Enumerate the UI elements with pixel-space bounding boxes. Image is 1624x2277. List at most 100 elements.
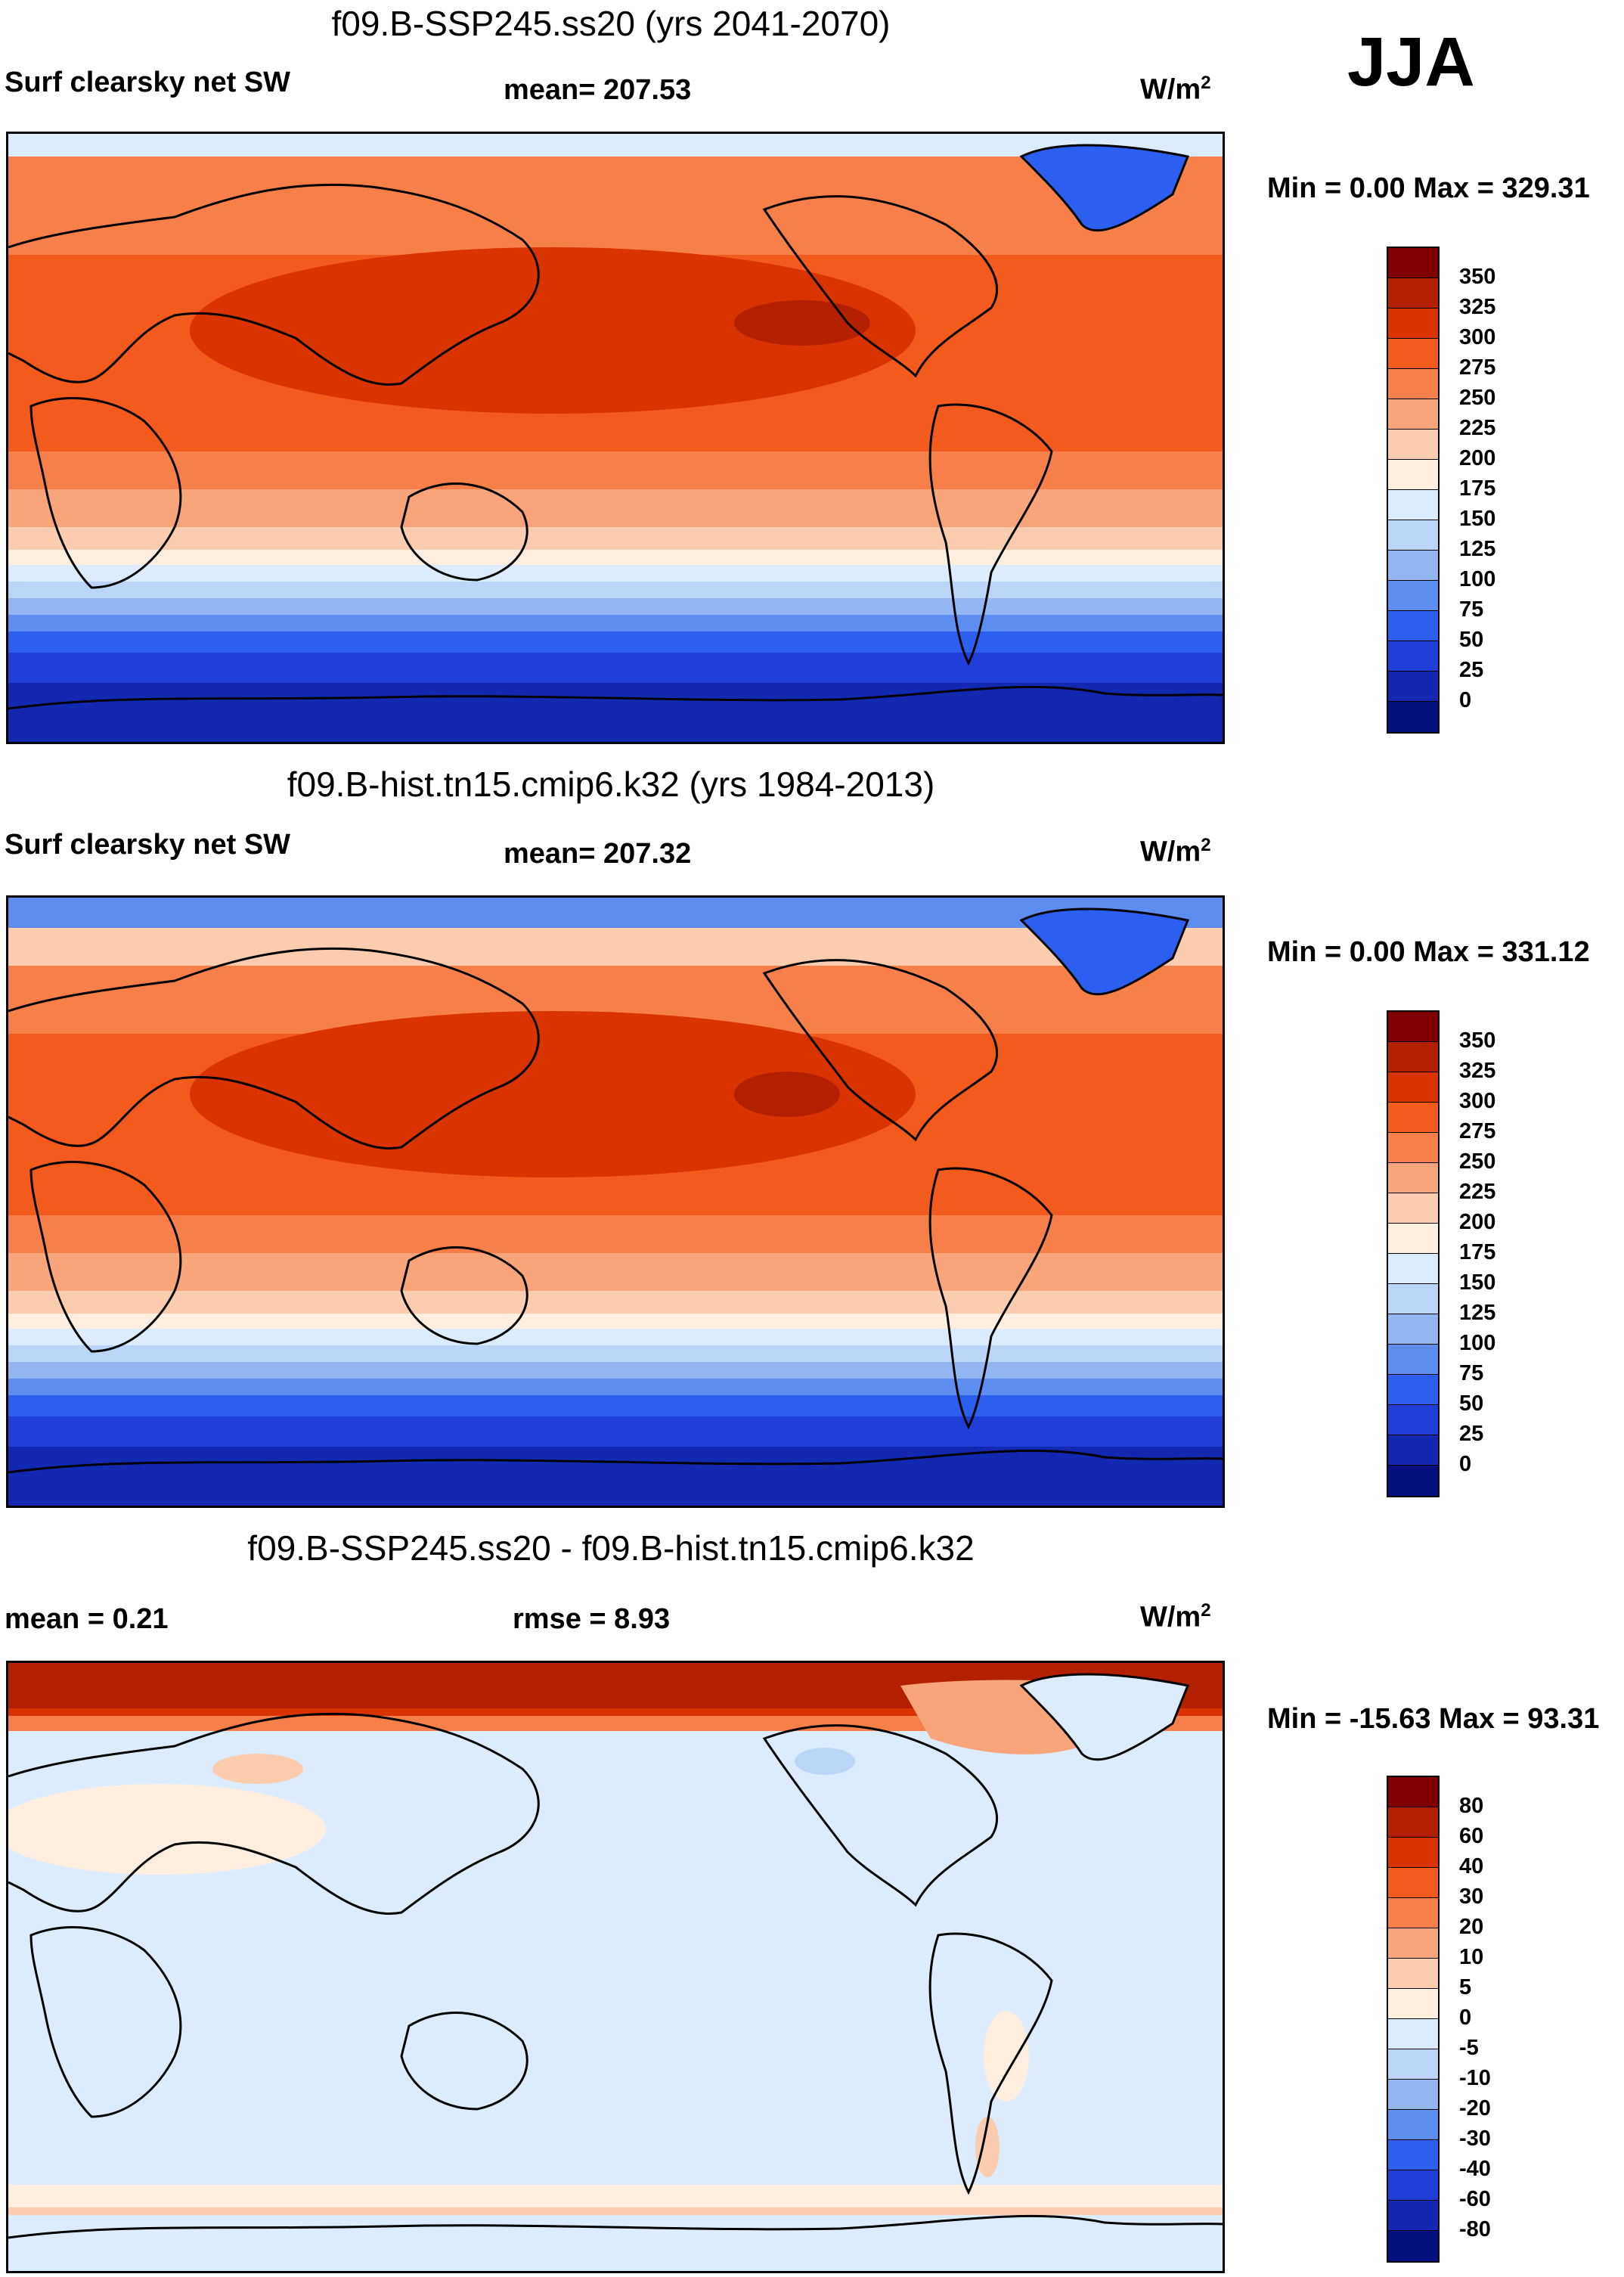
colorbar-swatch	[1388, 1807, 1438, 1838]
panel-3-mean-label: mean = 0.21	[5, 1603, 169, 1635]
panel-3-rmse-label: rmse = 8.93	[513, 1603, 671, 1635]
colorbar-swatch	[1388, 399, 1438, 430]
colorbar-swatch	[1388, 1103, 1438, 1133]
colorbar-tick-label: 300	[1459, 1089, 1496, 1113]
colorbar-tick-label: 0	[1459, 2006, 1472, 2030]
colorbar-swatch	[1388, 641, 1438, 672]
colorbar-tick-label: 75	[1459, 597, 1484, 622]
panel-2-units: W/m2	[1140, 835, 1211, 868]
colorbar-tick-label: -60	[1459, 2187, 1491, 2211]
panel-3-units: W/m2	[1140, 1600, 1211, 1633]
colorbar-swatch	[1388, 611, 1438, 641]
colorbar-tick-label: 125	[1459, 1301, 1496, 1325]
panel-3-map	[6, 1661, 1225, 2273]
colorbar-swatch	[1388, 369, 1438, 399]
colorbar-swatch	[1388, 2080, 1438, 2110]
colorbar-swatch	[1388, 1838, 1438, 1868]
colorbar-tick-label: -40	[1459, 2157, 1491, 2181]
colorbar-tick-label: 350	[1459, 265, 1496, 289]
colorbar-tick-label: 175	[1459, 476, 1496, 501]
colorbar-swatch	[1388, 1405, 1438, 1435]
colorbar-swatch	[1388, 278, 1438, 309]
colorbar-tick-label: 40	[1459, 1854, 1484, 1878]
colorbar-swatch	[1388, 2170, 1438, 2201]
colorbar-swatch	[1388, 1898, 1438, 1928]
colorbar-swatch	[1388, 581, 1438, 611]
colorbar-swatch	[1388, 1435, 1438, 1466]
colorbar-swatch	[1388, 2019, 1438, 2049]
colorbar-swatch	[1388, 1314, 1438, 1345]
panel-3-colorbar	[1387, 1776, 1440, 2263]
colorbar-tick-label: 25	[1459, 1422, 1484, 1446]
colorbar-swatch	[1388, 1345, 1438, 1375]
colorbar-tick-label: 225	[1459, 1180, 1496, 1204]
colorbar-tick-label: 0	[1459, 1452, 1472, 1476]
colorbar-tick-label: 300	[1459, 325, 1496, 349]
colorbar-tick-label: 30	[1459, 1885, 1484, 1909]
panel-1-colorbar	[1387, 247, 1440, 734]
colorbar-swatch	[1388, 2049, 1438, 2080]
panel-1-minmax: Min = 0.00 Max = 329.31	[1267, 172, 1590, 204]
colorbar-swatch	[1388, 490, 1438, 520]
colorbar-swatch	[1388, 2110, 1438, 2140]
colorbar-swatch	[1388, 2140, 1438, 2170]
panel-1-units: W/m2	[1140, 73, 1211, 106]
colorbar-swatch	[1388, 1193, 1438, 1224]
colorbar-swatch	[1388, 339, 1438, 369]
colorbar-tick-label: 325	[1459, 295, 1496, 319]
colorbar-tick-label: 125	[1459, 537, 1496, 561]
colorbar-tick-label: -5	[1459, 2036, 1479, 2060]
panel-1-map	[6, 132, 1225, 744]
colorbar-tick-label: 75	[1459, 1361, 1484, 1385]
colorbar-tick-label: 275	[1459, 1119, 1496, 1143]
colorbar-swatch	[1388, 248, 1438, 278]
colorbar-tick-label: -20	[1459, 2096, 1491, 2120]
panel-3-minmax: Min = -15.63 Max = 93.31	[1267, 1703, 1600, 1735]
panel-1-variable-label: Surf clearsky net SW	[5, 67, 291, 98]
colorbar-swatch	[1388, 672, 1438, 702]
colorbar-tick-label: 80	[1459, 1794, 1484, 1818]
panel-2-minmax: Min = 0.00 Max = 331.12	[1267, 936, 1590, 968]
colorbar-tick-label: 25	[1459, 658, 1484, 682]
season-label: JJA	[1347, 23, 1475, 101]
colorbar-swatch	[1388, 309, 1438, 339]
colorbar-swatch	[1388, 1133, 1438, 1163]
colorbar-tick-label: 250	[1459, 1149, 1496, 1174]
colorbar-tick-label: 150	[1459, 507, 1496, 531]
colorbar-tick-label: 0	[1459, 688, 1472, 712]
panel-2-map	[6, 895, 1225, 1508]
colorbar-tick-label: 275	[1459, 355, 1496, 380]
colorbar-swatch	[1388, 520, 1438, 551]
colorbar-swatch	[1388, 1284, 1438, 1314]
colorbar-swatch	[1388, 1163, 1438, 1193]
panel-2-colorbar	[1387, 1010, 1440, 1497]
colorbar-tick-label: 10	[1459, 1945, 1484, 1969]
colorbar-tick-label: -30	[1459, 2127, 1491, 2151]
colorbar-swatch	[1388, 1466, 1438, 1496]
colorbar-swatch	[1388, 1868, 1438, 1898]
colorbar-swatch	[1388, 1777, 1438, 1807]
panel-3-title: f09.B-SSP245.ss20 - f09.B-hist.tn15.cmip…	[247, 1528, 975, 1568]
colorbar-tick-label: -10	[1459, 2066, 1491, 2090]
colorbar-tick-label: 50	[1459, 628, 1484, 652]
colorbar-swatch	[1388, 1072, 1438, 1103]
colorbar-tick-label: 5	[1459, 1975, 1472, 1999]
colorbar-swatch	[1388, 1989, 1438, 2019]
colorbar-tick-label: 250	[1459, 386, 1496, 410]
colorbar-tick-label: 100	[1459, 1331, 1496, 1355]
panel-2-mean-label: mean= 207.32	[504, 838, 692, 870]
colorbar-swatch	[1388, 551, 1438, 581]
colorbar-tick-label: 50	[1459, 1391, 1484, 1416]
colorbar-tick-label: -80	[1459, 2217, 1491, 2241]
panel-2-variable-label: Surf clearsky net SW	[5, 829, 291, 861]
colorbar-tick-label: 200	[1459, 446, 1496, 470]
colorbar-tick-label: 325	[1459, 1059, 1496, 1083]
colorbar-tick-label: 200	[1459, 1210, 1496, 1234]
colorbar-swatch	[1388, 1928, 1438, 1959]
colorbar-swatch	[1388, 1012, 1438, 1042]
colorbar-tick-label: 100	[1459, 567, 1496, 591]
colorbar-swatch	[1388, 1375, 1438, 1405]
colorbar-tick-label: 150	[1459, 1270, 1496, 1295]
panel-1-mean-label: mean= 207.53	[504, 74, 692, 106]
colorbar-tick-label: 20	[1459, 1915, 1484, 1939]
